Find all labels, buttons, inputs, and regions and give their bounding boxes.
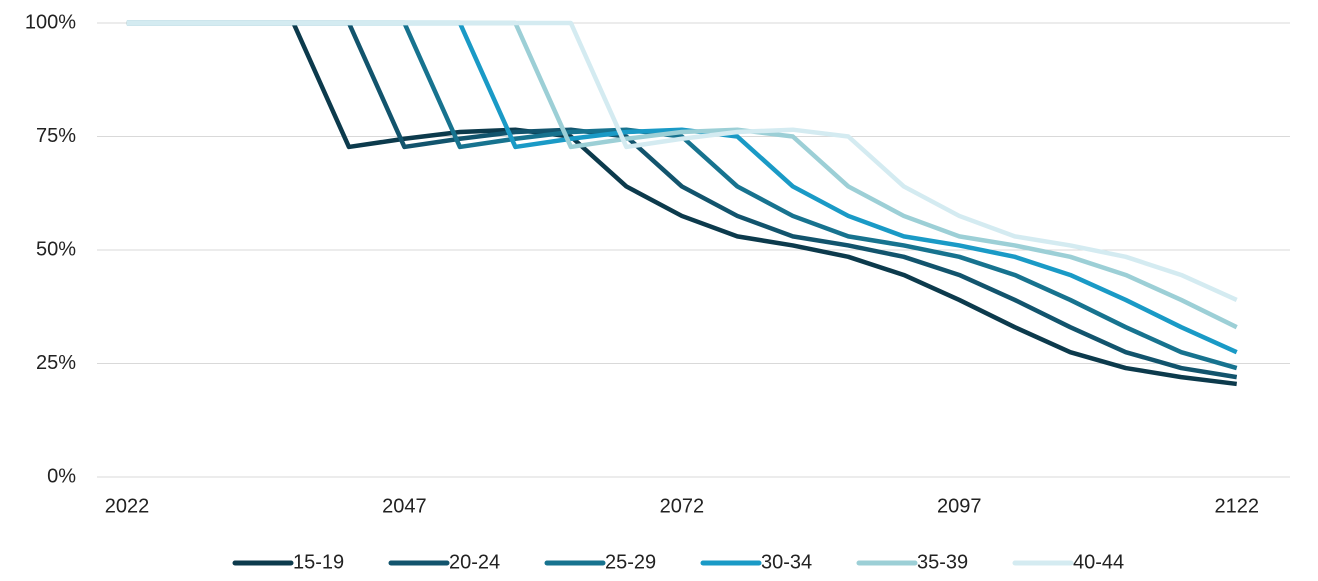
x-tick-label: 2072 xyxy=(660,495,705,517)
x-tick-label: 2122 xyxy=(1214,495,1259,517)
y-tick-label: 50% xyxy=(36,238,76,260)
x-tick-label: 2097 xyxy=(937,495,982,517)
x-tick-label: 2047 xyxy=(382,495,427,517)
y-tick-label: 25% xyxy=(36,352,76,374)
series-line xyxy=(126,20,1238,380)
series-line xyxy=(126,20,1238,302)
y-tick-label: 100% xyxy=(25,11,76,33)
legend-label: 15-19 xyxy=(293,551,344,573)
series-line xyxy=(126,20,1238,330)
series-line xyxy=(126,20,1238,387)
series-line xyxy=(126,20,1238,371)
legend-label: 25-29 xyxy=(605,551,656,573)
x-tick-label: 2022 xyxy=(105,495,150,517)
legend-label: 40-44 xyxy=(1073,551,1124,573)
legend-label: 30-34 xyxy=(761,551,812,573)
y-tick-label: 75% xyxy=(36,125,76,147)
y-tick-label: 0% xyxy=(47,465,76,487)
legend-label: 35-39 xyxy=(917,551,968,573)
legend-label: 20-24 xyxy=(449,551,500,573)
